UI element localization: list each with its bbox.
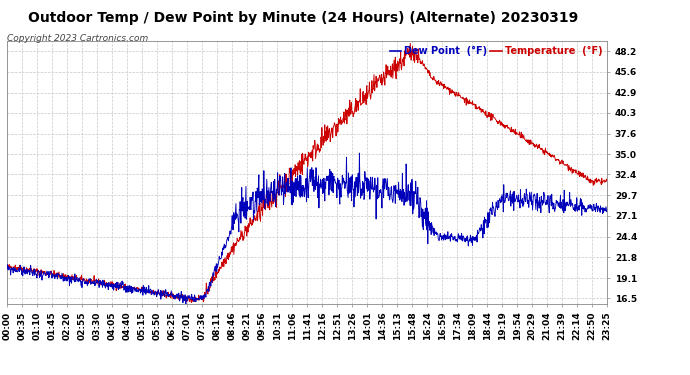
Text: Copyright 2023 Cartronics.com: Copyright 2023 Cartronics.com <box>7 34 148 43</box>
Legend: Dew Point  (°F), Temperature  (°F): Dew Point (°F), Temperature (°F) <box>390 46 602 56</box>
Text: Outdoor Temp / Dew Point by Minute (24 Hours) (Alternate) 20230319: Outdoor Temp / Dew Point by Minute (24 H… <box>28 11 579 25</box>
